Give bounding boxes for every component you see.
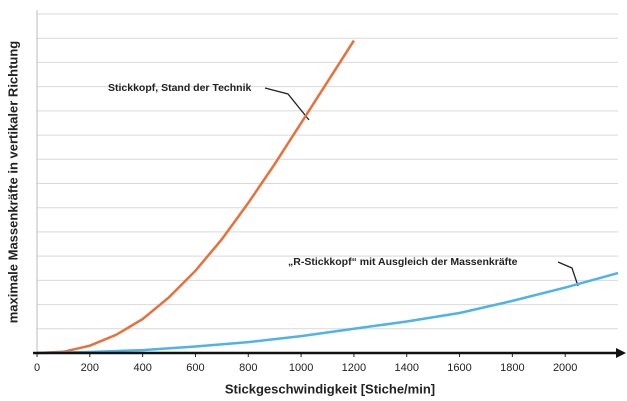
x-tick-label: 2000 xyxy=(553,362,577,374)
x-tick-label: 200 xyxy=(81,362,99,374)
x-axis-arrow xyxy=(616,348,626,358)
x-tick-label: 1400 xyxy=(394,362,418,374)
x-axis-label: Stickgeschwindigkeit [Stiche/min] xyxy=(225,381,435,396)
annotation-leader xyxy=(264,87,310,121)
annotation: Stickkopf, Stand der Technik xyxy=(108,82,251,94)
y-axis-label: maximale Massenkräfte in vertikaler Rich… xyxy=(5,41,20,324)
series-line xyxy=(36,271,619,355)
annotation: „R-Stickkopf“ mit Ausgleich der Massenkr… xyxy=(288,256,518,268)
x-tick-label: 1600 xyxy=(447,362,471,374)
series-line xyxy=(36,39,355,355)
x-tick-label: 600 xyxy=(186,362,204,374)
x-tick-label: 0 xyxy=(34,362,40,374)
x-tick-label: 800 xyxy=(239,362,257,374)
x-tick-label: 1200 xyxy=(342,362,366,374)
x-tick-label: 400 xyxy=(133,362,151,374)
x-tick-label: 1000 xyxy=(289,362,313,374)
x-tick-label: 1800 xyxy=(500,362,524,374)
annotation-leader xyxy=(557,261,579,287)
